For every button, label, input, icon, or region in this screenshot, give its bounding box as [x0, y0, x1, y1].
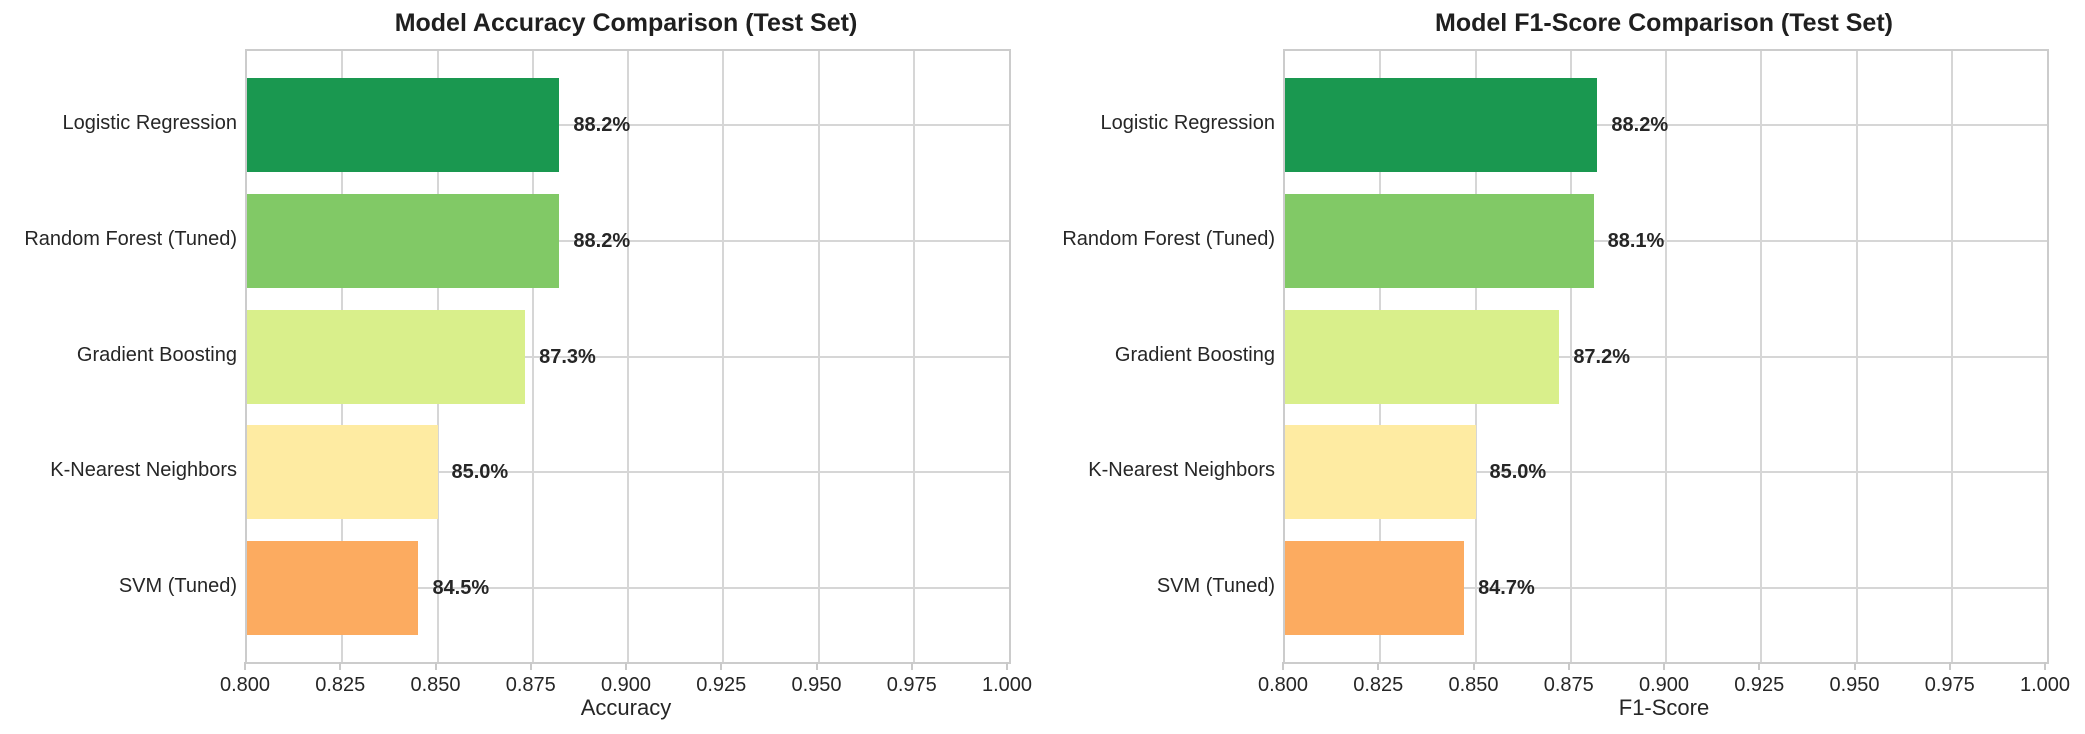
y-gridline	[247, 355, 1009, 358]
x-tick-mark	[244, 662, 246, 670]
x-tick-mark	[339, 662, 342, 670]
category-label: SVM (Tuned)	[118, 574, 237, 597]
x-tick-mark	[2044, 662, 2046, 670]
x-tick-label: 0.850	[410, 674, 461, 696]
y-gridline	[247, 124, 1009, 127]
bar-k-nearest-neighbors	[247, 425, 438, 520]
y-gridline	[1285, 124, 2047, 127]
x-tick-label: 0.925	[696, 674, 747, 696]
x-tick-label: 0.950	[791, 674, 842, 696]
category-label: K-Nearest Neighbors	[50, 459, 237, 482]
y-gridline	[247, 471, 1009, 474]
bar-gradient-boosting	[247, 309, 526, 404]
bar-value-label: 87.3%	[539, 345, 596, 368]
x-tick-label: 0.875	[505, 674, 556, 696]
x-axis-label: F1-Score	[1618, 695, 1710, 720]
x-tick-mark	[529, 662, 532, 670]
x-tick-label: 0.975	[886, 674, 937, 696]
bar-value-label: 88.2%	[1611, 114, 1669, 137]
x-tick-mark	[1948, 662, 1951, 670]
category-label: K-Nearest Neighbors	[1088, 459, 1275, 482]
x-tick-label: 0.925	[1734, 674, 1785, 696]
x-tick-label: 0.875	[1543, 674, 1594, 696]
plot-area: 88.2% 88.2% 87.3% 85.0% 84.5%	[245, 49, 1011, 664]
x-tick-mark	[815, 662, 818, 670]
category-label: Logistic Regression	[1100, 112, 1275, 135]
bar-random-forest-tuned	[247, 193, 560, 288]
y-gridline	[1285, 471, 2047, 474]
y-gridline	[1285, 239, 2047, 242]
category-label: Gradient Boosting	[76, 343, 237, 366]
bar-random-forest-tuned	[1285, 193, 1594, 288]
x-tick-label: 1.000	[981, 674, 1033, 696]
x-tick-label: 0.825	[1353, 674, 1404, 696]
category-label: Random Forest (Tuned)	[24, 227, 237, 250]
x-tick-label: 0.850	[1448, 674, 1499, 696]
bar-value-label: 87.2%	[1573, 345, 1631, 368]
bar-logistic-regression	[247, 78, 560, 173]
chart-title: Model F1-Score Comparison (Test Set)	[1435, 9, 1893, 37]
x-tick-label: 0.900	[1638, 674, 1690, 696]
x-axis-label: Accuracy	[580, 695, 672, 720]
bar-value-label: 84.5%	[432, 576, 490, 599]
bar-k-nearest-neighbors	[1285, 425, 1476, 520]
y-gridline	[247, 586, 1009, 589]
x-tick-mark	[1758, 662, 1761, 670]
bar-value-label: 88.2%	[573, 114, 631, 137]
x-tick-label: 1.000	[2019, 674, 2071, 696]
x-tick-mark	[1282, 662, 1284, 670]
x-tick-mark	[434, 662, 437, 670]
bar-value-label: 88.1%	[1607, 229, 1665, 252]
plot-area: 88.2% 88.1% 87.2% 85.0% 84.7%	[1283, 49, 2049, 664]
y-gridline	[1285, 586, 2047, 589]
x-tick-mark	[1377, 662, 1380, 670]
x-tick-mark	[1472, 662, 1475, 670]
chart-title: Model Accuracy Comparison (Test Set)	[394, 9, 858, 37]
bar-value-label: 84.7%	[1478, 576, 1535, 599]
accuracy-chart: Model Accuracy Comparison (Test Set) 88.…	[0, 0, 1042, 734]
category-label: Random Forest (Tuned)	[1062, 227, 1275, 250]
x-tick-mark	[1567, 662, 1570, 670]
x-tick-mark	[1853, 662, 1856, 670]
bar-value-label: 85.0%	[451, 461, 509, 484]
x-tick-mark	[910, 662, 913, 670]
x-tick-label: 0.975	[1924, 674, 1975, 696]
bar-svm-tuned	[1285, 540, 1465, 635]
x-tick-label: 0.800	[219, 674, 271, 696]
bar-gradient-boosting	[1285, 309, 1560, 404]
x-tick-label: 0.900	[600, 674, 652, 696]
x-tick-mark	[1006, 662, 1008, 670]
bar-value-label: 88.2%	[573, 229, 631, 252]
category-label: Logistic Regression	[62, 112, 237, 135]
x-tick-label: 0.825	[315, 674, 366, 696]
x-tick-label: 0.800	[1257, 674, 1309, 696]
x-tick-label: 0.950	[1829, 674, 1880, 696]
category-label: Gradient Boosting	[1114, 343, 1275, 366]
bar-svm-tuned	[247, 540, 419, 635]
x-tick-mark	[720, 662, 723, 670]
x-tick-mark	[625, 662, 627, 670]
bar-logistic-regression	[1285, 78, 1598, 173]
category-label: SVM (Tuned)	[1156, 574, 1275, 597]
y-gridline	[1285, 355, 2047, 358]
x-tick-mark	[1663, 662, 1665, 670]
y-gridline	[247, 239, 1009, 242]
bar-value-label: 85.0%	[1489, 461, 1547, 484]
